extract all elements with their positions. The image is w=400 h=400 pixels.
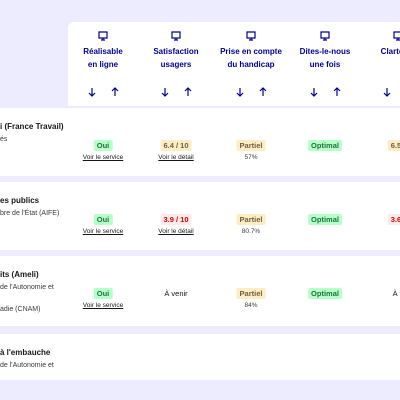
column-label: Prise en compte (220, 47, 282, 56)
row-title: à l'embauche (0, 348, 51, 357)
column-label: Réalisable (83, 47, 123, 56)
status-badge: Optimal (308, 214, 342, 225)
header-card (68, 22, 400, 106)
status-badge: 6.5 / (387, 140, 400, 151)
column-label: usagers (160, 60, 192, 69)
sort-up (333, 87, 341, 96)
column-label: Dites-le-nous (299, 47, 351, 56)
sort-down (236, 88, 244, 97)
score-note: 57% (244, 154, 258, 161)
column-label: du handicap (227, 60, 275, 69)
sort-up (184, 87, 192, 96)
status-badge: Optimal (308, 288, 342, 299)
status-badge: 6.4 / 10 (160, 140, 192, 151)
sort-down (310, 88, 318, 97)
status-badge: Oui (93, 214, 113, 225)
status-badge: Oui (93, 288, 113, 299)
row-subtitle: adie (CNAM) (0, 306, 41, 313)
sort-up (111, 87, 119, 96)
detail-link[interactable]: Voir le service (82, 228, 124, 235)
sort-up (259, 87, 267, 96)
row-title: i (France Travail) (0, 122, 64, 131)
status-badge: Partiel (236, 288, 266, 299)
sort-down (161, 88, 169, 97)
score-note: 80.7% (241, 228, 261, 235)
sort-down (88, 88, 96, 97)
row-subtitle: és (0, 136, 8, 143)
detail-link[interactable]: Voir le détail (158, 228, 194, 235)
row-band (0, 334, 400, 380)
column-label: Satisfaction (153, 47, 199, 56)
row-title: its (Ameli) (0, 270, 39, 279)
column-icon (98, 31, 108, 41)
status-text: À venir (164, 289, 188, 298)
column-label: Clarté du (380, 47, 400, 56)
status-badge: Optimal (308, 140, 342, 151)
column-label: en ligne (87, 60, 119, 69)
sort-down (383, 88, 391, 97)
row-subtitle: bre de l'État (AIFE) (0, 210, 60, 217)
column-icon (320, 31, 330, 41)
status-badge: 3.6 / (387, 214, 400, 225)
status-text: À v (392, 289, 400, 298)
score-note: 84% (244, 302, 258, 309)
status-badge: 3.9 / 10 (160, 214, 192, 225)
status-badge: Oui (93, 140, 113, 151)
column-icon (246, 31, 256, 41)
column-label: une fois (309, 60, 341, 69)
detail-link[interactable]: Voir le service (82, 154, 124, 161)
row-subtitle: de l'Autonomie et (0, 362, 54, 369)
column-icon (171, 31, 181, 41)
status-badge: Partiel (236, 140, 266, 151)
status-badge: Partiel (236, 214, 266, 225)
detail-link[interactable]: Voir le service (82, 302, 124, 309)
detail-link[interactable]: Voir le détail (158, 154, 194, 161)
row-subtitle: de l'Autonomie et (0, 284, 54, 291)
column-icon (393, 31, 400, 41)
row-title: es publics (0, 196, 40, 205)
